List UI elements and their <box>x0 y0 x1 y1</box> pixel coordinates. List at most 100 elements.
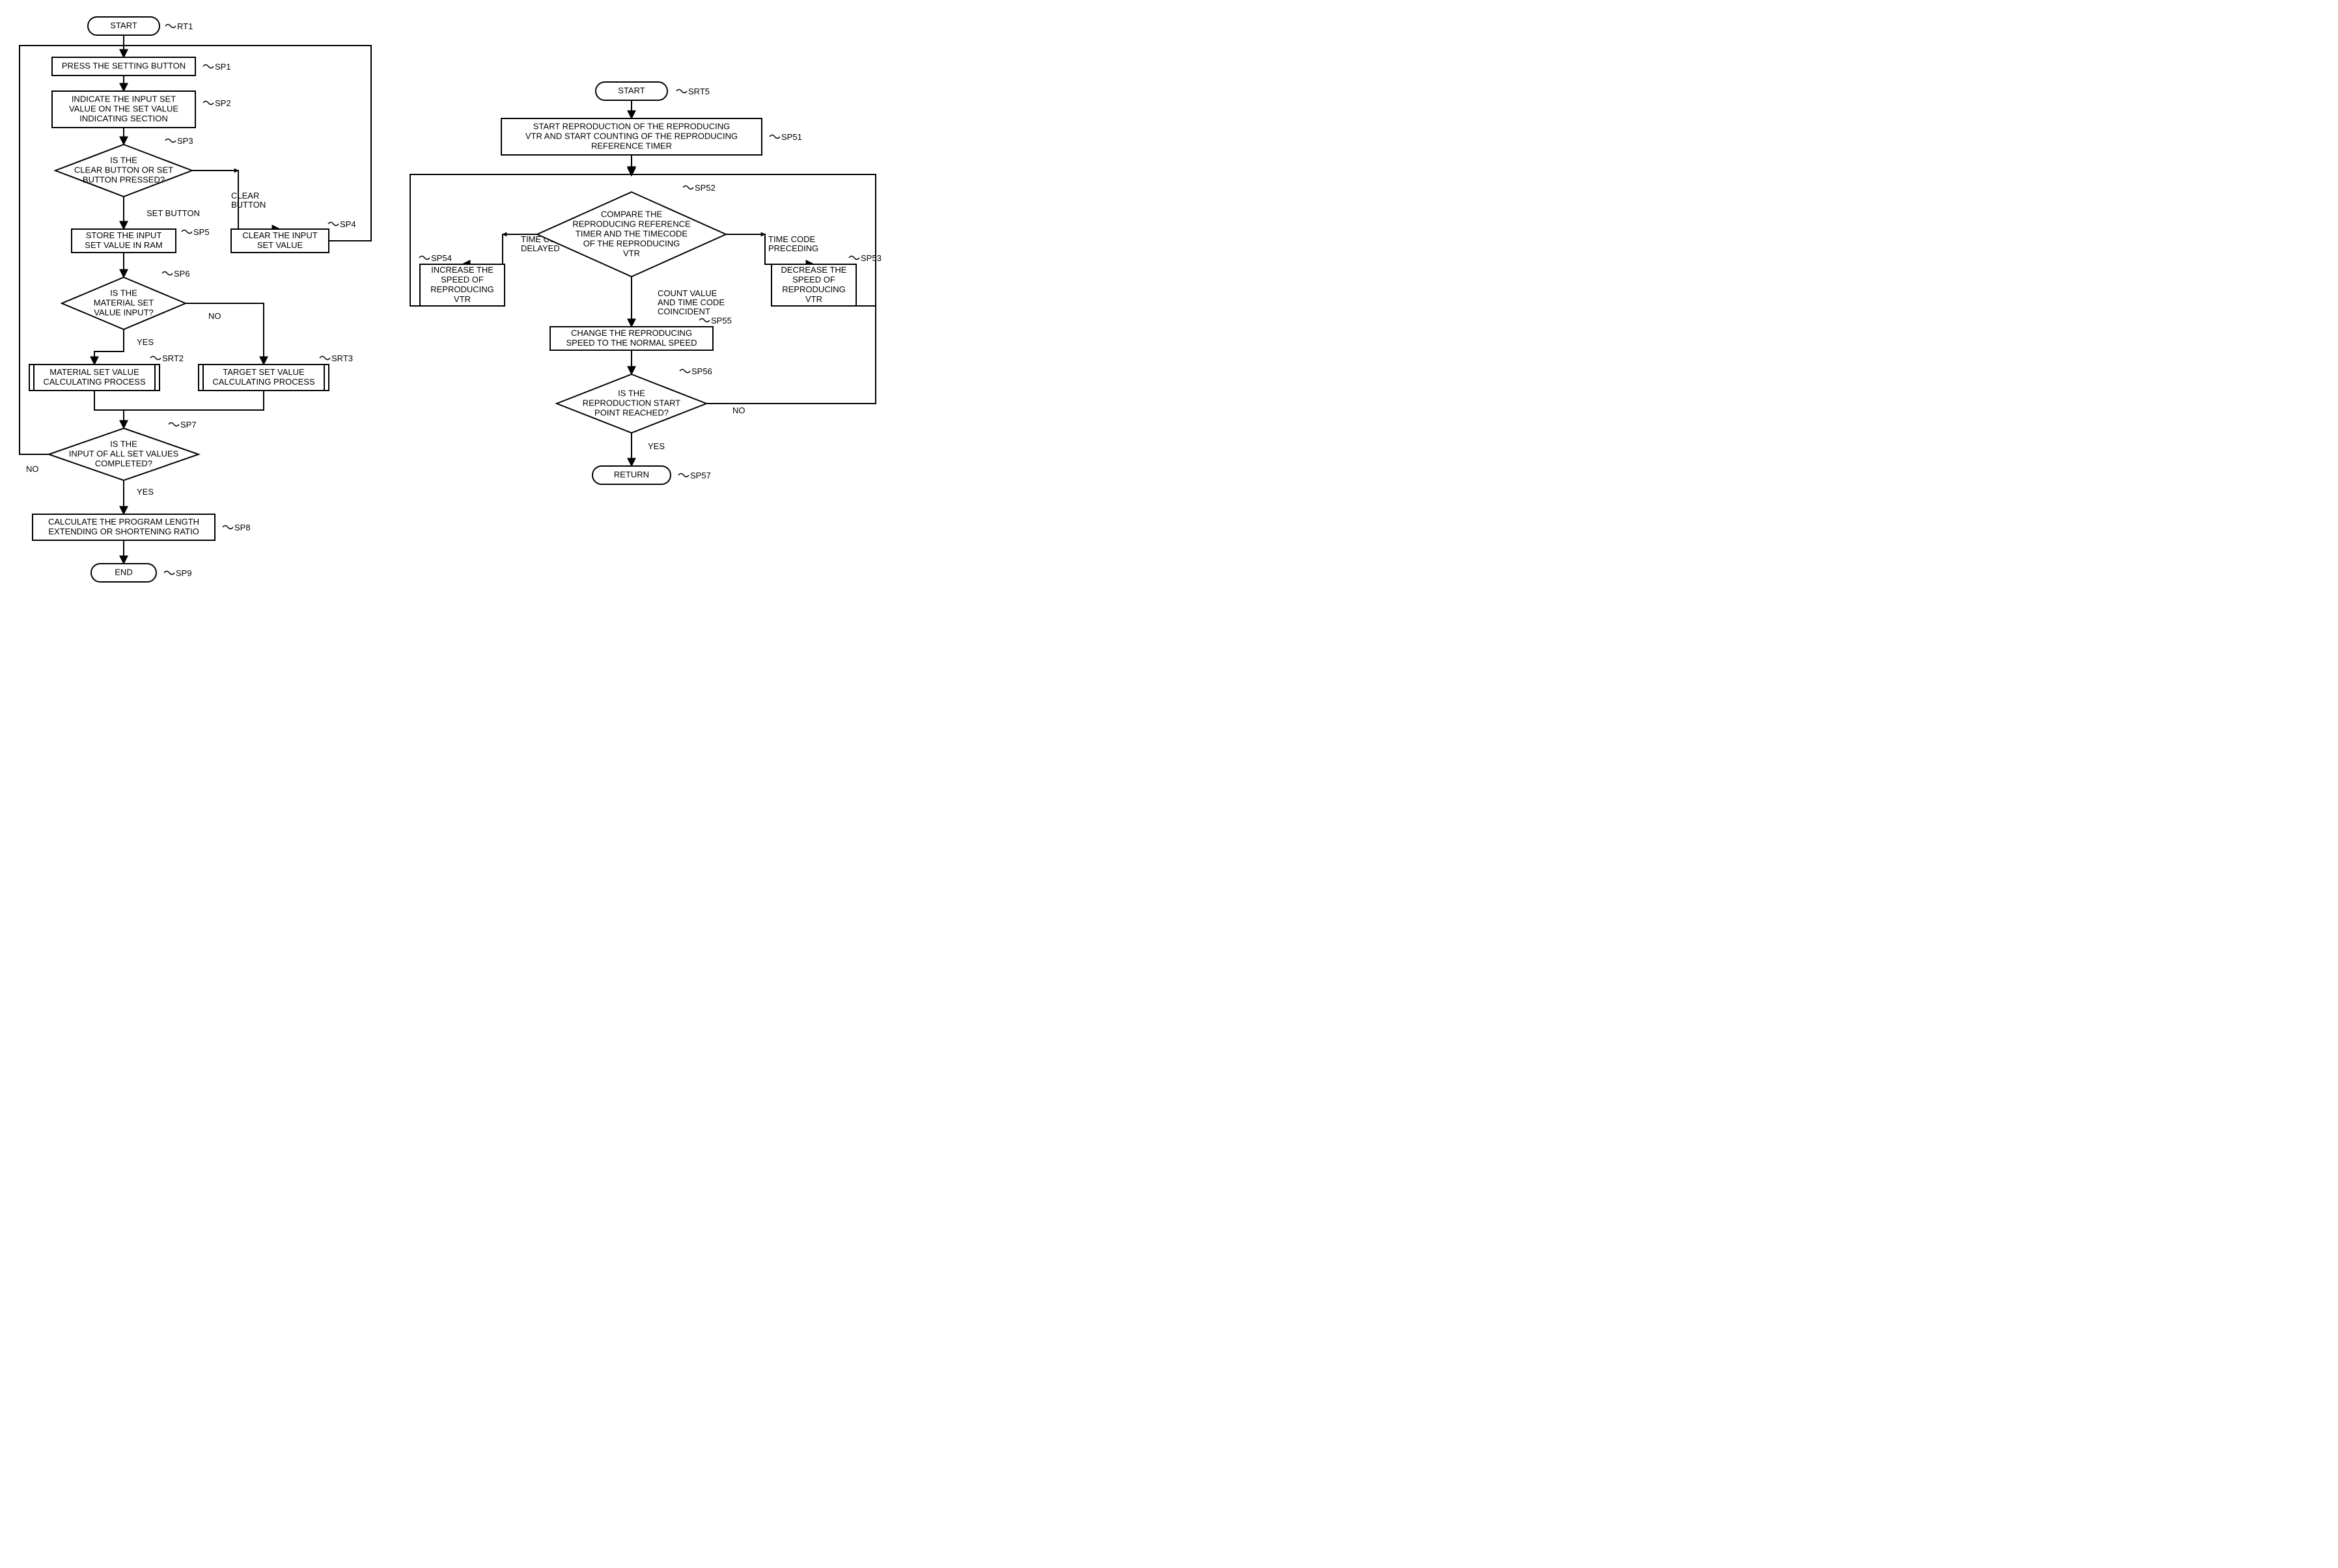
node-text: SET VALUE <box>257 240 303 250</box>
node-text: MATERIAL SET VALUE <box>49 367 139 377</box>
step-label: SP9 <box>176 568 192 578</box>
label-connector <box>223 526 233 529</box>
node-text: IS THE <box>110 439 137 448</box>
edge-label: TIME CODE <box>768 234 816 244</box>
node-text: START <box>110 20 137 30</box>
edge-label: DELAYED <box>521 243 560 253</box>
node-text: SET VALUE IN RAM <box>85 240 162 250</box>
step-label: SP5 <box>193 227 210 237</box>
node-text: CLEAR THE INPUT <box>242 230 317 240</box>
node-text: IS THE <box>110 288 137 297</box>
label-connector <box>419 256 430 260</box>
node-text: REPRODUCTION START <box>583 398 681 407</box>
node-text: CALCULATING PROCESS <box>212 377 315 387</box>
step-label: SP51 <box>781 132 802 142</box>
edge-label: COUNT VALUE <box>658 288 717 298</box>
node-text: CLEAR BUTTON OR SET <box>74 165 173 174</box>
node-text: RETURN <box>614 469 649 479</box>
node-text: COMPARE THE <box>601 209 662 219</box>
step-label: SP53 <box>861 253 882 263</box>
edge-label: NO <box>732 406 745 415</box>
step-label: SP4 <box>340 219 356 229</box>
label-connector <box>678 474 689 477</box>
step-label: SP8 <box>234 523 251 532</box>
node-text: IS THE <box>618 388 645 398</box>
edge-label: YES <box>137 337 154 347</box>
label-connector <box>680 370 690 373</box>
flow-edge <box>94 329 124 364</box>
node-text: END <box>115 567 132 577</box>
node-text: PRESS THE SETTING BUTTON <box>62 61 186 70</box>
node-text: CALCULATE THE PROGRAM LENGTH <box>48 517 199 527</box>
label-connector <box>683 186 693 189</box>
node-text: REPRODUCING REFERENCE <box>572 219 691 228</box>
label-connector <box>182 230 192 234</box>
node-text: STORE THE INPUT <box>86 230 162 240</box>
label-connector <box>328 223 339 226</box>
step-label: RT1 <box>177 21 193 31</box>
node-text: IS THE <box>110 155 137 165</box>
step-label: SP55 <box>711 316 732 325</box>
node-text: SPEED OF <box>792 275 835 284</box>
node-text: POINT REACHED? <box>594 407 669 417</box>
node-text: START <box>618 85 645 95</box>
flow-edge <box>94 391 124 428</box>
step-label: SP2 <box>215 98 231 108</box>
label-connector <box>676 90 687 93</box>
label-connector <box>203 65 214 68</box>
node-text: REPRODUCING <box>782 284 846 294</box>
step-label: SP57 <box>690 471 711 480</box>
node-text: VTR AND START COUNTING OF THE REPRODUCIN… <box>525 131 738 141</box>
edge-label: YES <box>648 441 665 451</box>
node-text: EXTENDING OR SHORTENING RATIO <box>48 527 199 536</box>
label-connector <box>699 319 710 322</box>
edge-label: BUTTON <box>231 200 266 210</box>
node-text: VTR <box>454 294 471 304</box>
edge-label: NO <box>26 464 39 474</box>
node-text: INDICATE THE INPUT SET <box>72 94 176 103</box>
node-text: INPUT OF ALL SET VALUES <box>69 448 179 458</box>
node-text: SPEED TO THE NORMAL SPEED <box>566 338 697 348</box>
node-text: DECREASE THE <box>781 265 847 275</box>
step-label: SRT2 <box>162 353 184 363</box>
step-label: SRT3 <box>331 353 353 363</box>
step-label: SP54 <box>431 253 452 263</box>
node-text: VTR <box>623 248 640 258</box>
step-label: SP1 <box>215 62 231 72</box>
step-label: SRT5 <box>688 87 710 96</box>
node-text: TARGET SET VALUE <box>223 367 305 377</box>
edge-label: SET BUTTON <box>146 208 200 218</box>
node-text: MATERIAL SET <box>94 297 154 307</box>
node-text: VTR <box>805 294 822 304</box>
label-connector <box>849 256 859 260</box>
label-connector <box>320 357 330 360</box>
label-connector <box>203 102 214 105</box>
label-connector <box>164 571 174 575</box>
flow-edge <box>186 303 264 364</box>
node-text: INCREASE THE <box>431 265 494 275</box>
edge-label: AND TIME CODE <box>658 297 725 307</box>
node-text: REFERENCE TIMER <box>591 141 672 150</box>
node-text: BUTTON PRESSED? <box>83 174 165 184</box>
step-label: SP6 <box>174 269 190 279</box>
node-text: TIMER AND THE TIMECODE <box>576 228 688 238</box>
edge-label: YES <box>137 487 154 497</box>
edge-label: PRECEDING <box>768 243 818 253</box>
node-text: OF THE REPRODUCING <box>583 238 680 248</box>
edge-label: CLEAR <box>231 191 259 200</box>
node-text: CALCULATING PROCESS <box>43 377 146 387</box>
node-text: COMPLETED? <box>95 458 152 468</box>
step-label: SP7 <box>180 420 197 430</box>
node-text: SPEED OF <box>441 275 484 284</box>
label-connector <box>162 272 173 275</box>
label-connector <box>169 423 179 426</box>
node-text: START REPRODUCTION OF THE REPRODUCING <box>533 121 730 131</box>
edge-label: COINCIDENT <box>658 307 710 316</box>
label-connector <box>150 357 161 360</box>
edge-label: NO <box>208 311 221 321</box>
label-connector <box>165 25 176 28</box>
step-label: SP52 <box>695 183 716 193</box>
step-label: SP56 <box>691 366 712 376</box>
node-text: VALUE ON THE SET VALUE <box>69 103 178 113</box>
label-connector <box>165 139 176 143</box>
